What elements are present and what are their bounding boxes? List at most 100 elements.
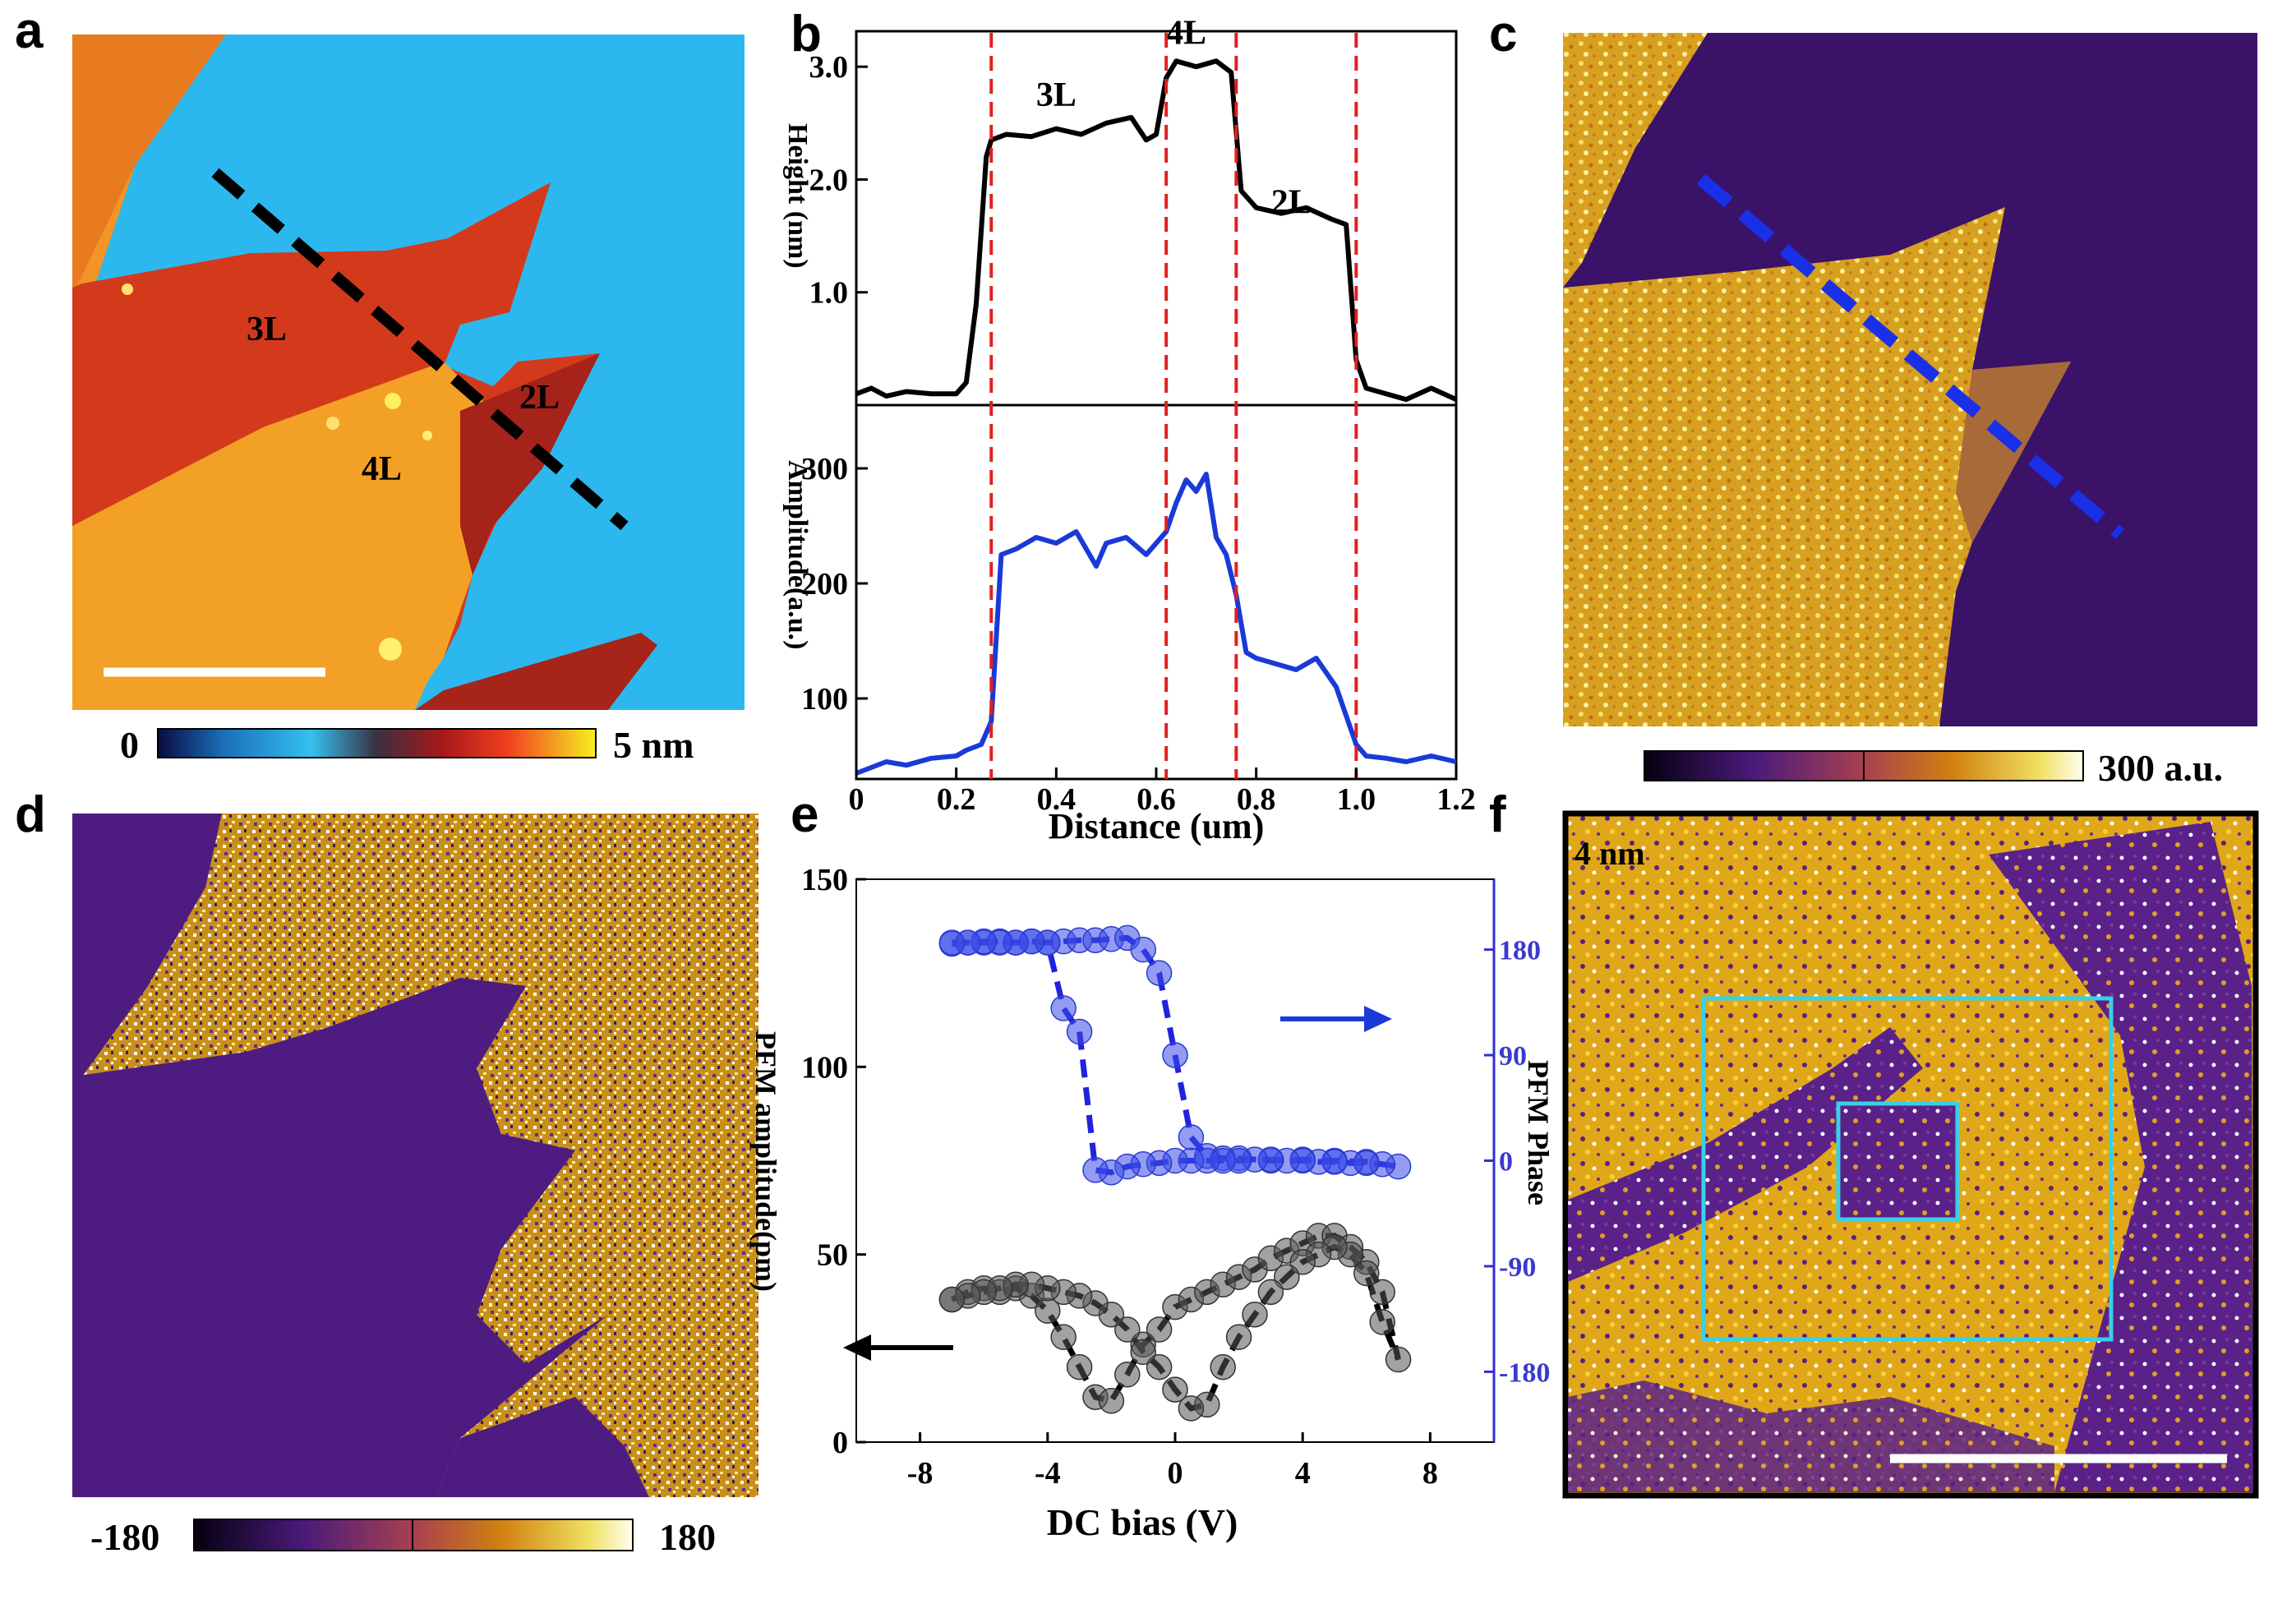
amplitude-point [1162, 1376, 1188, 1403]
colorbar-a [157, 728, 597, 758]
amplitude-point [1369, 1279, 1395, 1306]
pfm-amplitude-axis-label: PFM amplitude(pm) [749, 1031, 782, 1292]
panel-a-label: a [15, 2, 44, 59]
flake-4L [72, 362, 493, 710]
amplitude-ytick-label-e: 150 [801, 863, 848, 897]
distance-axis-label: Distance (um) [1049, 806, 1265, 846]
panel-b: b 1.0 2.0 3.0 3L 4L 2L 100 200 300 0 0.2 0.4 0.6 0.… [782, 6, 1476, 846]
amplitude-ytick-label-e: 0 [832, 1426, 848, 1460]
phase-point [1050, 995, 1077, 1021]
panel-e: e -8 -4 0 4 8 0 50 100 150 -180 -90 0 90 180 DC bias … [749, 786, 1555, 1543]
label-4L: 4L [362, 450, 402, 488]
pfm-phase-written-image [1562, 810, 2259, 1499]
colorbar-a-max: 5 nm [613, 724, 694, 766]
flake-main-c [1563, 207, 2071, 726]
distance-xtick-label: 0.4 [1037, 782, 1077, 817]
pfm-phase-image [72, 814, 758, 1497]
distance-xtick-label: 1.0 [1337, 782, 1376, 817]
phase-ytick-label: -90 [1499, 1252, 1536, 1283]
bias-xtick-label: -4 [1035, 1456, 1061, 1491]
panel-b-label: b [791, 6, 822, 62]
phase-point [1130, 936, 1156, 963]
panel-d: d -180 180 [15, 786, 758, 1558]
height-profile-plot: 1.0 2.0 3.0 3L 4L 2L [809, 15, 1458, 403]
flake-2L [460, 353, 600, 575]
amplitude-point [1178, 1395, 1205, 1422]
bias-xtick-label: -8 [907, 1456, 934, 1491]
panel-e-label: e [791, 786, 818, 843]
hysteresis-loop-plot [938, 924, 1412, 1422]
write-box-outer [1701, 996, 2114, 1342]
colorbar-d-max: 180 [659, 1516, 716, 1558]
colorbar-d-min: -180 [90, 1516, 159, 1558]
line-profile-cut-c [1696, 173, 2125, 540]
colorbar-c-max: 300 a.u. [2098, 747, 2223, 789]
amplitude-point [1242, 1301, 1268, 1328]
label-3L: 3L [247, 311, 287, 348]
label-2L: 2L [519, 379, 560, 417]
amplitude-point [1274, 1264, 1300, 1290]
hysteresis-axes: -8 -4 0 4 8 0 50 100 150 -180 -90 0 90 180 [801, 863, 1550, 1491]
flake-textured-d [82, 814, 758, 1497]
distance-xtick-label: 0.2 [937, 782, 976, 817]
amplitude-point [1385, 1346, 1412, 1373]
amplitude-point [1353, 1260, 1380, 1287]
pfm-phase-axis-label: PFM Phase [1522, 1060, 1555, 1205]
panel-d-label: d [15, 786, 46, 843]
flake-bottom-2L [415, 633, 657, 710]
height-ytick-label: 2.0 [809, 163, 849, 197]
amplitude-ytick-label-e: 50 [817, 1238, 848, 1273]
write-box-inner [1836, 1101, 1960, 1222]
phase-point [938, 929, 966, 956]
distance-xtick-label: 1.2 [1436, 782, 1476, 817]
amplitude-point [1225, 1324, 1252, 1350]
layer-annotation-2L: 2L [1271, 184, 1312, 222]
distance-xtick-label: 0.6 [1136, 782, 1176, 817]
height-annotation-f: 4 nm [1574, 835, 1645, 872]
phase-ytick-label: 180 [1499, 936, 1541, 966]
bias-xtick-label: 4 [1295, 1456, 1311, 1491]
panel-f-label: f [1489, 786, 1506, 843]
amplitude-point [1098, 1388, 1125, 1414]
line-profile-cut [211, 168, 629, 531]
panel-c: c 300 a.u. [1489, 6, 2257, 789]
amplitude-profile-line [855, 472, 1457, 776]
distance-xtick-label: 0 [849, 782, 864, 817]
distance-axis: 0 0.2 0.4 0.6 0.8 1.0 1.2 [849, 767, 1476, 817]
pfm-amplitude-image [1563, 33, 2257, 726]
amplitude-ytick-label: 300 [801, 452, 848, 486]
amplitude-axis-label: Amplitude(a.u.) [782, 460, 813, 649]
phase-ytick-label: 0 [1499, 1147, 1513, 1178]
amplitude-point [1114, 1316, 1141, 1343]
phase-point [1066, 1018, 1093, 1045]
distance-xtick-label: 0.8 [1237, 782, 1276, 817]
amplitude-point [1369, 1309, 1395, 1335]
height-profile-line [855, 58, 1458, 403]
flake-top-left-c [1563, 33, 1708, 288]
phase-point [1162, 1042, 1188, 1068]
amplitude-point [1289, 1249, 1316, 1275]
amplitude-point [1257, 1279, 1284, 1306]
height-ytick-label: 1.0 [809, 276, 849, 311]
amplitude-point [1130, 1339, 1156, 1366]
amplitude-point [1210, 1353, 1236, 1380]
panel-a: a 3L 2L 4L 0 5 nm [15, 2, 745, 766]
phase-point [1146, 960, 1173, 986]
region-dark-diagonal [1568, 1027, 1923, 1282]
layer-boundary-markers [989, 33, 1358, 779]
height-ytick-label: 3.0 [809, 50, 849, 85]
dc-bias-axis-label: DC bias (V) [1047, 1501, 1238, 1543]
amplitude-ytick-label-e: 100 [801, 1050, 848, 1085]
height-axis-label: Height (nm) [782, 123, 813, 269]
amplitude-point [1146, 1353, 1173, 1380]
amplitude-point [1146, 1316, 1173, 1343]
amplitude-point [1066, 1353, 1093, 1380]
phase-ytick-label: 90 [1499, 1041, 1527, 1072]
amplitude-ytick-label: 200 [801, 567, 848, 602]
region-dark-right [1989, 822, 2253, 1492]
amplitude-point [1114, 1362, 1141, 1388]
amplitude-point [1050, 1324, 1077, 1350]
colorbar-a-min: 0 [120, 724, 139, 766]
amplitude-profile-plot: 100 200 300 [801, 452, 1457, 776]
